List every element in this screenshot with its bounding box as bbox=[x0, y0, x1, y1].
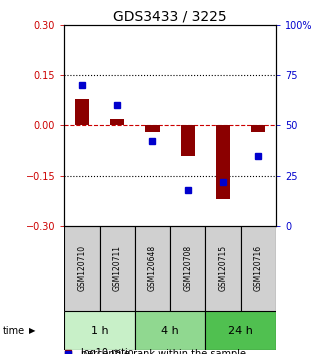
Text: GSM120716: GSM120716 bbox=[254, 245, 263, 291]
Bar bbox=[251, 125, 265, 132]
Bar bbox=[135, 311, 205, 350]
Text: ▶: ▶ bbox=[29, 326, 35, 336]
Text: 1 h: 1 h bbox=[91, 326, 108, 336]
Bar bbox=[216, 125, 230, 199]
Bar bbox=[205, 226, 241, 311]
Text: GSM120711: GSM120711 bbox=[113, 245, 122, 291]
Text: GSM120708: GSM120708 bbox=[183, 245, 192, 291]
Bar bbox=[100, 226, 135, 311]
Title: GDS3433 / 3225: GDS3433 / 3225 bbox=[113, 10, 227, 24]
Bar bbox=[181, 125, 195, 155]
Bar bbox=[205, 311, 276, 350]
Text: log10 ratio: log10 ratio bbox=[81, 348, 134, 354]
Bar bbox=[241, 226, 276, 311]
Bar bbox=[170, 226, 205, 311]
Text: GSM120715: GSM120715 bbox=[219, 245, 228, 291]
Text: GSM120710: GSM120710 bbox=[77, 245, 86, 291]
Bar bbox=[145, 125, 160, 132]
Text: 4 h: 4 h bbox=[161, 326, 179, 336]
Text: GSM120648: GSM120648 bbox=[148, 245, 157, 291]
Bar bbox=[135, 226, 170, 311]
Bar bbox=[75, 98, 89, 125]
Text: time: time bbox=[3, 326, 25, 336]
Bar bbox=[64, 226, 100, 311]
Text: percentile rank within the sample: percentile rank within the sample bbox=[81, 349, 246, 354]
Bar bbox=[110, 119, 124, 125]
Bar bbox=[64, 311, 135, 350]
Text: 24 h: 24 h bbox=[228, 326, 253, 336]
